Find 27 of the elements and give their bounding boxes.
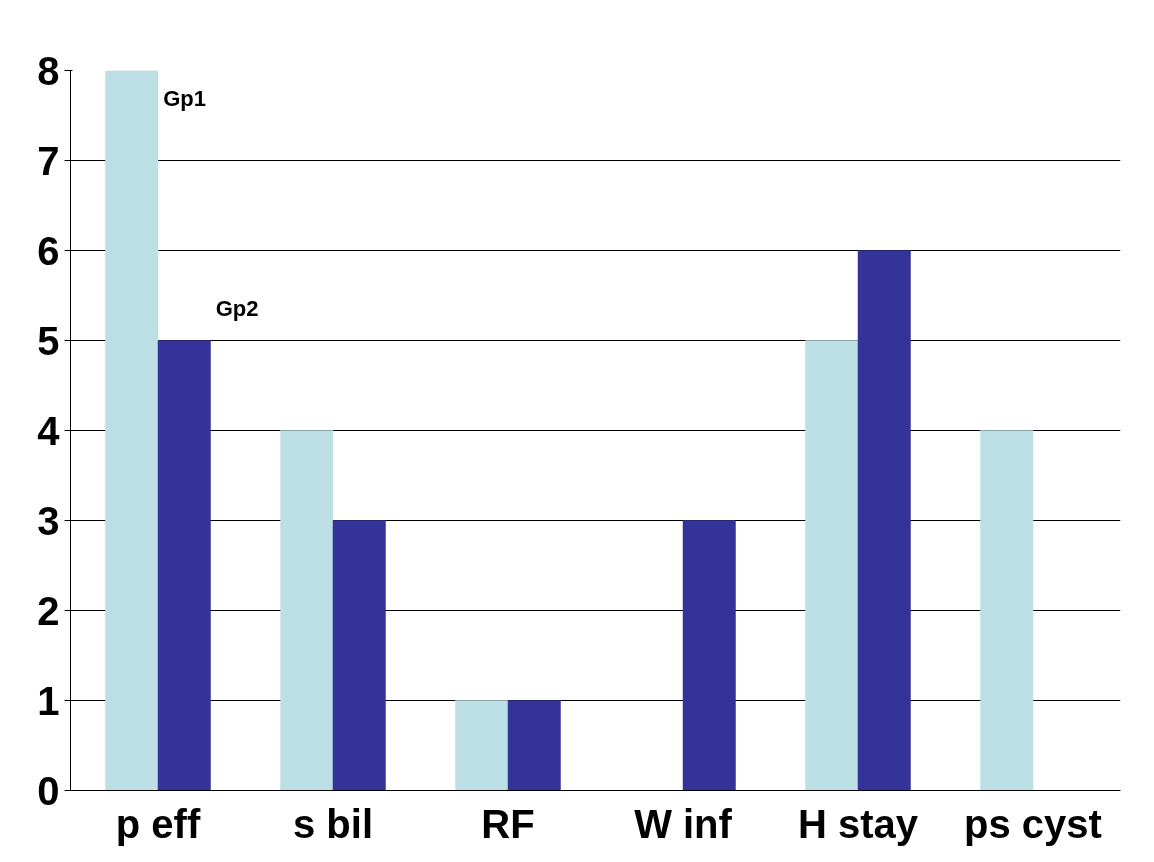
x-tick-label: s bil: [292, 801, 374, 846]
series-label: Gp1: [163, 85, 207, 111]
bar: [857, 250, 911, 791]
bar: [332, 520, 386, 791]
bar: [980, 430, 1034, 791]
x-tick-label: p eff: [115, 801, 201, 846]
y-tick-label: 4: [37, 408, 61, 453]
bar: [682, 520, 736, 791]
x-tick-label: H stay: [797, 801, 919, 846]
x-tick-label: RF: [481, 801, 535, 846]
y-tick-label: 1: [37, 678, 60, 723]
bar: [105, 70, 159, 791]
bar: [805, 340, 859, 791]
y-tick-label: 7: [37, 138, 60, 183]
x-tick-label: ps cyst: [964, 801, 1102, 846]
bar: [157, 340, 211, 791]
series-label: Gp2: [215, 295, 259, 321]
y-tick-label: 2: [37, 588, 60, 633]
y-tick-label: 3: [37, 498, 60, 543]
bar: [280, 430, 334, 791]
y-tick-label: 8: [37, 48, 60, 93]
y-tick-label: 0: [37, 768, 60, 813]
x-tick-label: W inf: [634, 801, 733, 846]
y-tick-label: 6: [37, 228, 60, 273]
bar: [507, 700, 561, 791]
bar: [455, 700, 509, 791]
y-tick-label: 5: [37, 318, 60, 363]
